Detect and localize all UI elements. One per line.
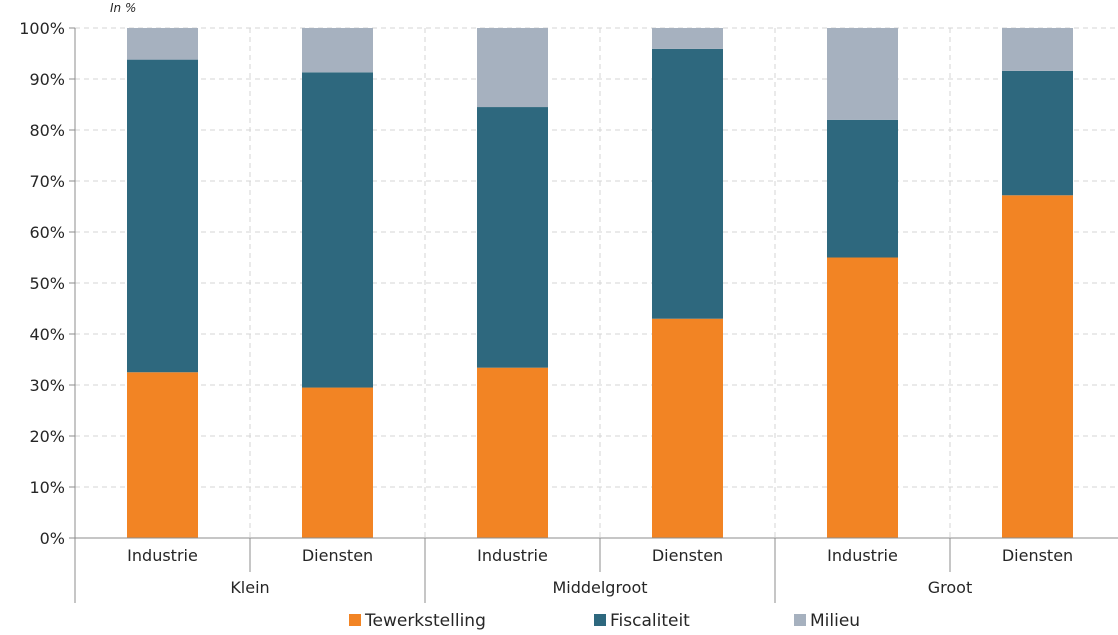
- y-tick-label: 90%: [29, 70, 65, 89]
- unit-label: In %: [110, 1, 136, 15]
- legend-swatch-milieu: [794, 614, 806, 626]
- bar-tewerkstelling-4: [827, 257, 898, 538]
- legend-label-milieu: Milieu: [810, 611, 860, 631]
- bar-tewerkstelling-3: [652, 318, 723, 538]
- x-category-label: Industrie: [127, 546, 198, 565]
- y-tick-label: 30%: [29, 376, 65, 395]
- legend-label-fiscaliteit: Fiscaliteit: [610, 611, 690, 631]
- bar-fiscaliteit-0: [127, 59, 198, 373]
- legend-swatch-fiscaliteit: [594, 614, 606, 626]
- x-category-label: Diensten: [302, 546, 373, 565]
- bar-tewerkstelling-5: [1002, 195, 1073, 538]
- bar-milieu-4: [827, 28, 898, 120]
- bars: [127, 28, 1073, 538]
- bar-fiscaliteit-3: [652, 48, 723, 319]
- bar-tewerkstelling-1: [302, 387, 373, 538]
- bar-milieu-2: [477, 28, 548, 108]
- x-group-label: Middelgroot: [552, 578, 647, 597]
- bar-fiscaliteit-4: [827, 119, 898, 258]
- x-category-label: Industrie: [477, 546, 548, 565]
- bar-fiscaliteit-1: [302, 72, 373, 388]
- y-tick-label: 40%: [29, 325, 65, 344]
- gridlines: [75, 27, 1118, 538]
- y-tick-label: 60%: [29, 223, 65, 242]
- bar-tewerkstelling-0: [127, 372, 198, 538]
- y-tick-label: 50%: [29, 274, 65, 293]
- legend-swatch-tewerkstelling: [349, 614, 361, 626]
- bar-milieu-3: [652, 28, 723, 49]
- y-tick-label: 70%: [29, 172, 65, 191]
- bar-milieu-1: [302, 28, 373, 73]
- y-tick-label: 0%: [40, 529, 65, 548]
- x-category-label: Industrie: [827, 546, 898, 565]
- x-group-label: Klein: [230, 578, 269, 597]
- labels: 0% 10% 20% 30% 40% 50% 60% 70% 80% 90% 100% Industr…: [19, 19, 1073, 597]
- x-category-label: Diensten: [1002, 546, 1073, 565]
- x-category-label: Diensten: [652, 546, 723, 565]
- y-tick-label: 100%: [19, 19, 65, 38]
- bar-fiscaliteit-2: [477, 107, 548, 368]
- bar-tewerkstelling-2: [477, 367, 548, 538]
- axes: [69, 27, 1118, 603]
- bar-milieu-5: [1002, 28, 1073, 71]
- x-group-label: Groot: [928, 578, 972, 597]
- y-tick-label: 80%: [29, 121, 65, 140]
- legend: Tewerkstelling Fiscaliteit Milieu: [349, 611, 860, 631]
- bar-milieu-0: [127, 28, 198, 60]
- bar-fiscaliteit-5: [1002, 70, 1073, 196]
- legend-label-tewerkstelling: Tewerkstelling: [364, 611, 486, 631]
- y-tick-label: 20%: [29, 427, 65, 446]
- y-tick-label: 10%: [29, 478, 65, 497]
